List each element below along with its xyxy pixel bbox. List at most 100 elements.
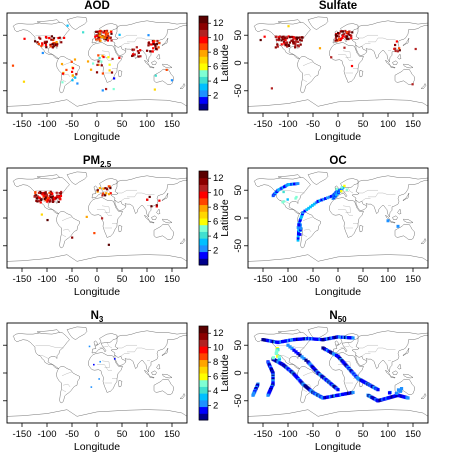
data-point: [59, 192, 62, 195]
data-point: [36, 195, 39, 198]
data-point: [131, 54, 134, 58]
data-point: [344, 35, 347, 39]
data-point: [70, 60, 73, 63]
data-point: [351, 31, 354, 34]
data-point: [297, 40, 300, 43]
data-point: [33, 195, 36, 198]
y-tick-label: -50: [233, 394, 244, 408]
data-point: [110, 32, 113, 35]
data-point: [294, 40, 297, 43]
y-axis-label: Latitude: [219, 354, 231, 392]
data-point: [101, 89, 104, 92]
y-tick-label: 50: [233, 340, 244, 351]
data-point: [104, 194, 107, 197]
data-point: [91, 62, 95, 65]
data-point: [301, 211, 305, 214]
data-point: [95, 34, 98, 37]
data-point: [314, 201, 318, 205]
panel-title: OC: [329, 155, 346, 167]
x-tick-label: -150: [12, 429, 31, 440]
data-point: [152, 40, 155, 43]
data-point: [283, 42, 286, 45]
data-point: [282, 200, 286, 203]
title-text: OC: [329, 155, 346, 167]
x-axis-label: Longitude: [74, 286, 120, 298]
data-point: [146, 198, 149, 201]
data-point: [153, 39, 156, 43]
data-point: [49, 45, 52, 48]
x-tick-label: 150: [164, 119, 180, 130]
x-tick-label: -100: [278, 119, 297, 130]
data-point: [102, 31, 105, 34]
x-axis: -150 -100 -50 0 50 100 150: [12, 113, 180, 130]
data-point: [51, 46, 54, 49]
data-point: [112, 87, 115, 91]
data-point: [44, 196, 47, 199]
data-point: [398, 389, 403, 393]
x-tick-label: -100: [278, 429, 297, 440]
data-point: [295, 36, 298, 39]
data-point: [55, 42, 59, 46]
data-point: [348, 30, 351, 33]
data-point: [277, 36, 280, 39]
data-point: [107, 35, 110, 38]
title-text: Sulfate: [319, 0, 357, 12]
x-tick-label: 50: [358, 429, 369, 440]
data-point: [274, 351, 279, 355]
data-point: [105, 30, 108, 33]
y-axis-label: Latitude: [219, 199, 231, 237]
data-point: [291, 41, 295, 44]
x-axis-label: Longitude: [315, 441, 361, 453]
data-point: [294, 46, 297, 49]
data-point: [334, 39, 337, 42]
x-tick-label: 50: [117, 119, 128, 130]
data-point: [348, 33, 351, 37]
data-point: [145, 49, 149, 52]
colorbar-segment: [199, 56, 208, 64]
data-point: [86, 60, 90, 63]
data-point: [62, 36, 66, 39]
data-point: [103, 31, 106, 34]
x-tick-label: 50: [358, 274, 369, 285]
data-point: [71, 236, 74, 239]
data-point: [287, 25, 290, 28]
data-point: [275, 35, 278, 38]
data-point: [51, 198, 54, 201]
colorbar-segment: [199, 359, 208, 367]
y-tick-label: 0: [233, 215, 244, 220]
y-axis: [3, 344, 7, 402]
colorbar-segment: [199, 204, 208, 212]
x-tick-label: -50: [65, 119, 79, 130]
data-point: [296, 232, 300, 236]
x-axis: -150 -100 -50 0 50 100 150: [253, 113, 421, 130]
data-point: [41, 51, 44, 55]
x-axis: -150 -100 -50 0 50 100 150: [12, 268, 180, 285]
data-point: [148, 195, 151, 199]
data-point: [22, 80, 26, 83]
data-point: [396, 224, 400, 228]
data-point: [50, 38, 53, 41]
data-point: [42, 195, 45, 198]
data-point: [298, 36, 302, 39]
data-point: [322, 197, 326, 201]
data-point: [154, 47, 158, 50]
data-point: [100, 217, 104, 220]
data-point: [45, 194, 48, 197]
data-point: [155, 42, 159, 45]
colorbar-segment: [199, 231, 208, 239]
data-point: [96, 189, 99, 192]
panel-aod: AOD -150 -100 -50 0 50 100 150 Longitude 2 4 6 8 10 12: [3, 0, 224, 143]
data-point: [341, 186, 345, 189]
panel-title: N50: [329, 310, 347, 324]
colorbar-tick-label: 4: [213, 76, 218, 87]
data-point: [277, 39, 280, 42]
data-point: [157, 46, 160, 49]
data-point: [98, 186, 101, 190]
colorbar-tick-label: 8: [213, 202, 218, 213]
x-axis-label: Longitude: [315, 131, 361, 143]
data-point: [108, 37, 111, 40]
data-point: [106, 32, 110, 35]
data-point: [307, 206, 311, 210]
y-tick-label: 50: [233, 185, 244, 196]
x-tick-label: -50: [306, 429, 320, 440]
